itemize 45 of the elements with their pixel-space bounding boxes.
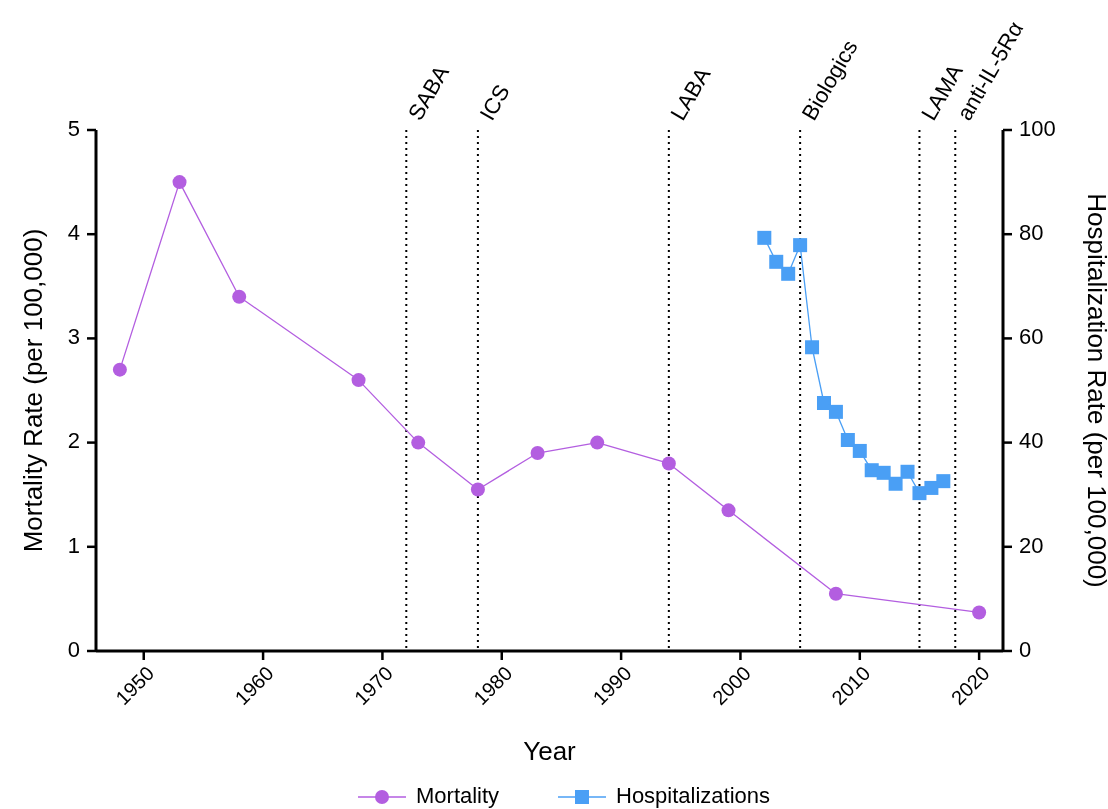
y2-tick-label: 0 — [1019, 636, 1032, 662]
legend-label: Hospitalizations — [616, 783, 771, 808]
point — [852, 443, 867, 458]
point — [172, 175, 187, 190]
y2-tick-label: 20 — [1019, 532, 1044, 558]
y-tick-label: 3 — [67, 324, 80, 350]
point — [757, 230, 772, 245]
y2-tick-label: 40 — [1019, 428, 1044, 454]
y2-tick-label: 60 — [1019, 324, 1044, 350]
point — [351, 373, 366, 388]
point — [816, 396, 831, 410]
ref-line-label: ICS — [474, 80, 515, 125]
y-axis-title: Mortality Rate (per 100,000) — [18, 228, 48, 553]
point — [936, 474, 951, 489]
point — [232, 289, 247, 304]
point — [900, 464, 915, 479]
y2-tick-label: 80 — [1019, 220, 1044, 246]
point — [924, 480, 939, 495]
y-tick-label: 5 — [67, 115, 80, 141]
point — [828, 586, 843, 601]
point — [530, 446, 545, 461]
point — [112, 362, 127, 377]
y2-axis-title: Hospitalization Rate (per 100,000) — [1082, 193, 1108, 588]
point — [793, 238, 808, 253]
y-tick-label: 1 — [67, 532, 80, 558]
y-tick-label: 2 — [67, 428, 80, 454]
x-axis-title: Year — [523, 736, 577, 766]
point — [661, 456, 676, 471]
y2-tick-label: 100 — [1019, 115, 1056, 141]
point — [769, 254, 784, 269]
point — [411, 435, 426, 450]
point — [781, 266, 796, 281]
point — [876, 465, 891, 480]
legend-label: Mortality — [416, 783, 500, 808]
point — [828, 404, 843, 419]
point — [912, 486, 927, 501]
point — [805, 340, 820, 355]
point — [972, 605, 987, 620]
point — [590, 435, 605, 450]
point — [470, 482, 485, 497]
y-tick-label: 0 — [67, 636, 80, 662]
point — [888, 476, 903, 491]
y-tick-label: 4 — [67, 220, 80, 246]
point — [721, 503, 736, 518]
point — [840, 433, 855, 447]
